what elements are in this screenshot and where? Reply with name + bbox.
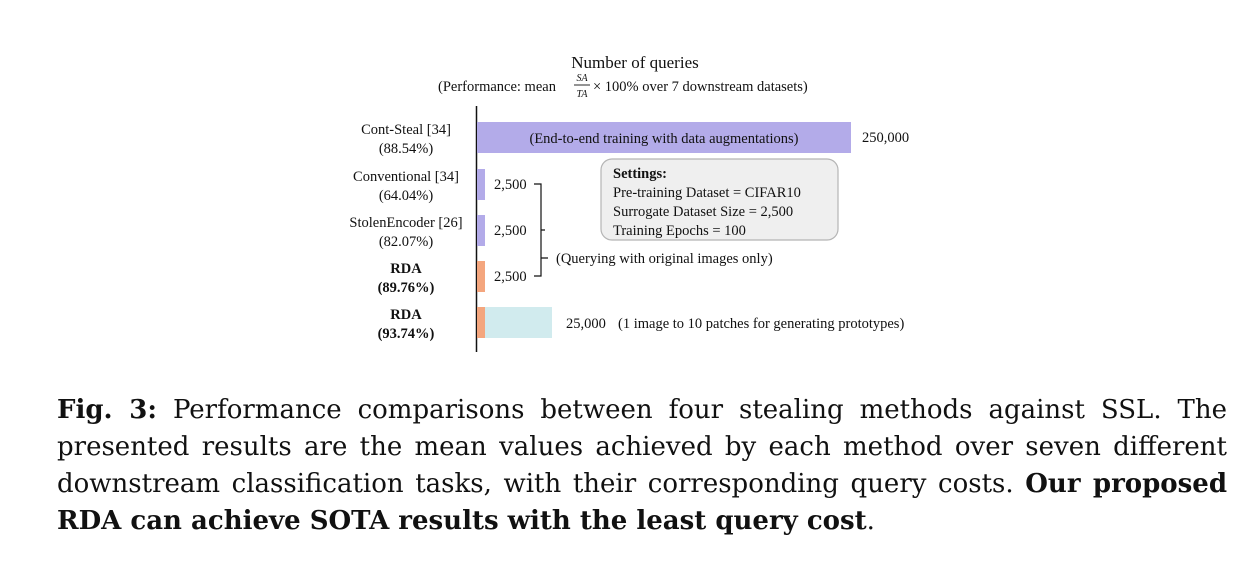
caption-fig-label: Fig. 3: bbox=[57, 395, 157, 425]
category-name: RDA bbox=[390, 261, 422, 277]
bar-annotation: (1 image to 10 patches for generating pr… bbox=[618, 316, 904, 332]
category-name: RDA bbox=[390, 307, 422, 323]
category-name: Conventional [34] bbox=[353, 169, 459, 185]
caption-bold-text: Our proposed RDA can achieve SOTA result… bbox=[57, 469, 1228, 536]
settings-box bbox=[600, 158, 839, 241]
bar bbox=[477, 169, 485, 200]
settings-title: Settings: bbox=[613, 166, 667, 182]
category-performance: (82.07%) bbox=[379, 234, 434, 250]
bar-extension bbox=[485, 307, 552, 338]
settings-line: Surrogate Dataset Size = 2,500 bbox=[613, 204, 793, 220]
bar-value-label: 250,000 bbox=[862, 130, 909, 146]
category-labels: Cont-Steal [34] (88.54%) Conventional [34]… bbox=[349, 122, 462, 342]
query-cost-chart: Number of queries (Performance: mean SA … bbox=[349, 53, 909, 352]
bar-value-label: 2,500 bbox=[494, 269, 527, 285]
subtitle-suffix: × 100% over 7 downstream datasets) bbox=[593, 79, 808, 95]
bar bbox=[477, 261, 485, 292]
subtitle-frac-num: SA bbox=[576, 73, 588, 84]
subtitle-frac-den: TA bbox=[577, 89, 589, 100]
bar-value-label: 2,500 bbox=[494, 177, 527, 193]
category-performance: (89.76%) bbox=[378, 280, 435, 296]
bar-value-label: 25,000 bbox=[566, 316, 606, 332]
category-name: Cont-Steal [34] bbox=[361, 122, 451, 138]
bars-group: (End-to-end training with data augmentat… bbox=[477, 122, 909, 338]
settings-line: Pre-training Dataset = CIFAR10 bbox=[613, 185, 801, 201]
bar-inner-label: (End-to-end training with data augmentat… bbox=[530, 131, 799, 147]
chart-title: Number of queries bbox=[571, 53, 698, 72]
chart-subtitle: (Performance: mean bbox=[438, 79, 557, 95]
bar-rda-patches bbox=[477, 307, 485, 338]
bar bbox=[477, 122, 851, 153]
figure-caption: Fig. 3: Performance comparisons between … bbox=[57, 392, 1227, 540]
bracket bbox=[534, 183, 548, 277]
category-performance: (64.04%) bbox=[379, 188, 434, 204]
bar bbox=[477, 215, 485, 246]
caption-text: Performance comparisons between four ste… bbox=[57, 395, 1227, 499]
settings-line: Training Epochs = 100 bbox=[613, 223, 746, 239]
category-performance: (93.74%) bbox=[378, 326, 435, 342]
category-name: StolenEncoder [26] bbox=[349, 215, 462, 231]
bracket-label: (Querying with original images only) bbox=[556, 251, 773, 267]
caption-end: . bbox=[866, 506, 875, 536]
bar-value-label: 2,500 bbox=[494, 223, 527, 239]
subtitle-prefix: (Performance: mean bbox=[438, 79, 557, 95]
category-performance: (88.54%) bbox=[379, 141, 434, 157]
